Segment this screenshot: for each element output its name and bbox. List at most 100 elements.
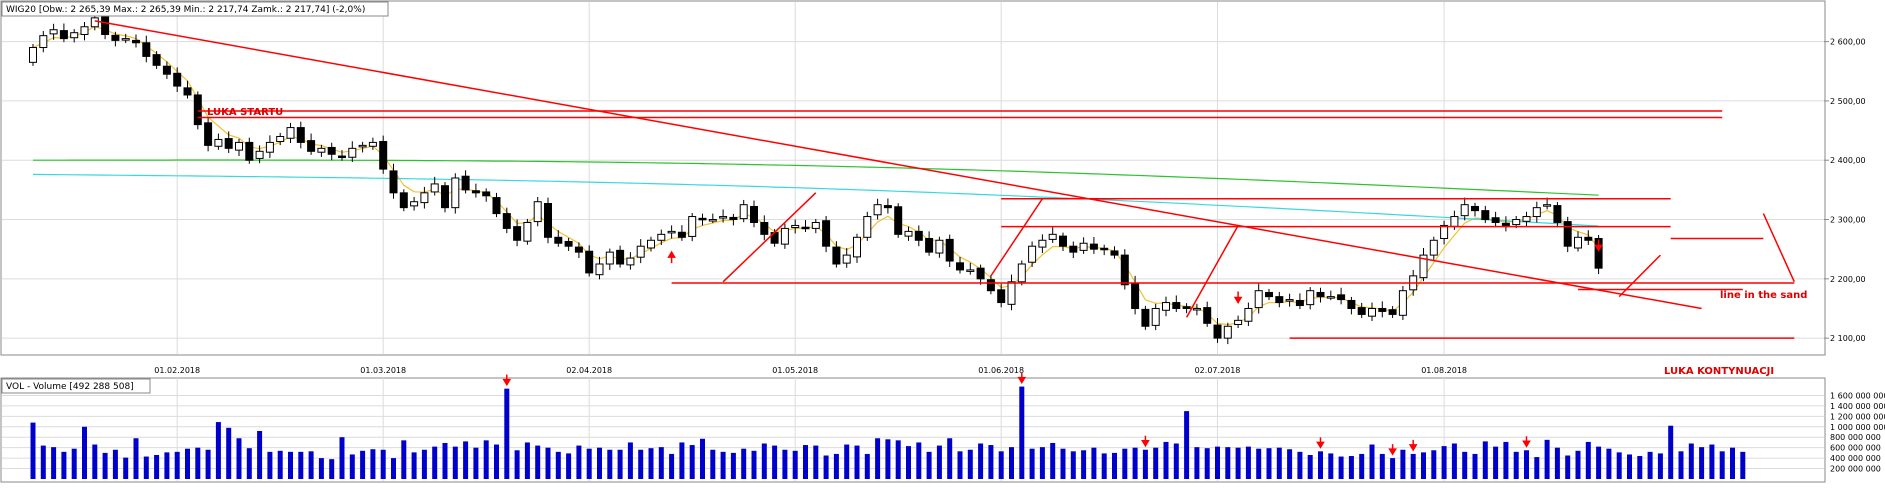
candle-down: [441, 185, 449, 209]
candle-up: [667, 230, 676, 234]
candle-up: [410, 201, 419, 207]
volume-bar: [1709, 444, 1715, 479]
volume-bar: [1472, 453, 1478, 479]
trend-line: [990, 198, 1044, 277]
candle-down: [986, 279, 995, 292]
candle-down: [1388, 309, 1397, 315]
candle-down: [914, 230, 923, 241]
volume-bar: [906, 446, 911, 479]
candle-down: [1265, 291, 1273, 298]
volume-bar: [329, 459, 335, 479]
volume-arrow-marker: [502, 374, 512, 387]
candle-down: [1481, 210, 1490, 221]
volume-bar: [40, 445, 46, 479]
candle-down: [729, 216, 738, 221]
candle-up: [1419, 254, 1428, 279]
candle-down: [1172, 302, 1181, 309]
volume-arrow-marker: [1017, 372, 1027, 385]
candle-up: [368, 141, 377, 147]
volume-bar: [421, 449, 427, 479]
volume-bar: [504, 388, 510, 479]
volume-bar: [51, 447, 57, 479]
volume-bar: [751, 450, 757, 479]
volume-bar: [318, 458, 324, 479]
volume-bar: [370, 449, 376, 479]
volume-bar: [1482, 441, 1488, 479]
volume-bars: [30, 372, 1746, 479]
candle-down: [1120, 254, 1129, 286]
date-tick-label: 01.05.2018: [772, 366, 818, 375]
volume-bar: [391, 458, 396, 479]
volume-bar: [452, 446, 458, 479]
candle-up: [214, 138, 223, 147]
volume-bar: [205, 449, 211, 479]
volume-bar: [298, 451, 304, 479]
trend-line: [94, 20, 1702, 310]
candle-up: [255, 150, 264, 159]
volume-arrow-marker: [1388, 444, 1397, 456]
candle-up: [1543, 204, 1552, 207]
candle-down: [204, 122, 213, 146]
volume-bar: [1194, 447, 1200, 479]
volume-bar: [1699, 447, 1705, 479]
volume-bar: [112, 449, 118, 479]
volume-tick-label: 600 000 000: [1830, 444, 1881, 453]
volume-bar: [1348, 456, 1354, 479]
volume-bar: [916, 442, 922, 479]
volume-bar: [1122, 448, 1128, 479]
volume-bar: [648, 448, 654, 479]
volume-bar: [1534, 457, 1540, 479]
volume-bar: [411, 452, 417, 479]
volume-bar: [627, 442, 633, 479]
volume-bar: [1554, 447, 1560, 479]
volume-bar: [154, 454, 160, 479]
volume-bar: [967, 449, 973, 479]
volume-bar: [1606, 448, 1612, 479]
volume-bar: [803, 445, 808, 479]
volume-bar: [710, 449, 716, 479]
candle-up: [1223, 325, 1232, 339]
volume-bar: [92, 444, 98, 479]
volume-bar: [1688, 443, 1694, 479]
volume-bar: [1225, 447, 1231, 479]
volume-tick-label: 1 400 000 000: [1830, 402, 1885, 411]
candle-up: [1285, 299, 1294, 302]
volume-bar: [246, 448, 252, 479]
volume-bar: [1009, 447, 1014, 479]
candle-up: [853, 236, 861, 258]
candle-up: [265, 141, 274, 153]
candle-down: [245, 141, 254, 161]
annotation-luka-startu: LUKA STARTU: [207, 107, 283, 118]
candle-up: [1038, 239, 1047, 248]
volume-bar: [1287, 449, 1293, 479]
price-title-box: [1, 1, 389, 17]
volume-bar: [1513, 451, 1519, 479]
candle-down: [1131, 282, 1140, 309]
candle-down: [1357, 307, 1366, 315]
candle-down: [1471, 205, 1479, 212]
volume-bar: [1318, 451, 1323, 479]
volume-bar: [833, 453, 839, 479]
volume-bar: [1132, 447, 1138, 479]
volume-bar: [730, 452, 736, 479]
candle-down: [1213, 324, 1222, 339]
volume-bar: [164, 452, 170, 479]
candle-down: [1594, 237, 1603, 269]
volume-bar: [401, 440, 407, 479]
volume-bar: [1256, 448, 1262, 479]
volume-bar: [679, 442, 685, 479]
volume-bar: [555, 451, 561, 479]
candle-up: [39, 35, 48, 49]
volume-bar: [226, 427, 232, 479]
volume-bar: [1328, 453, 1334, 479]
price-tick-label: 2 400,00: [1830, 156, 1866, 165]
volume-bar: [71, 448, 77, 479]
candle-up: [719, 216, 728, 219]
volume-bar: [1019, 386, 1025, 479]
candle-down: [801, 226, 810, 230]
candle-down: [338, 155, 346, 159]
volume-bar: [1596, 446, 1602, 479]
candle-up: [420, 192, 429, 204]
candle-up: [1574, 236, 1582, 249]
